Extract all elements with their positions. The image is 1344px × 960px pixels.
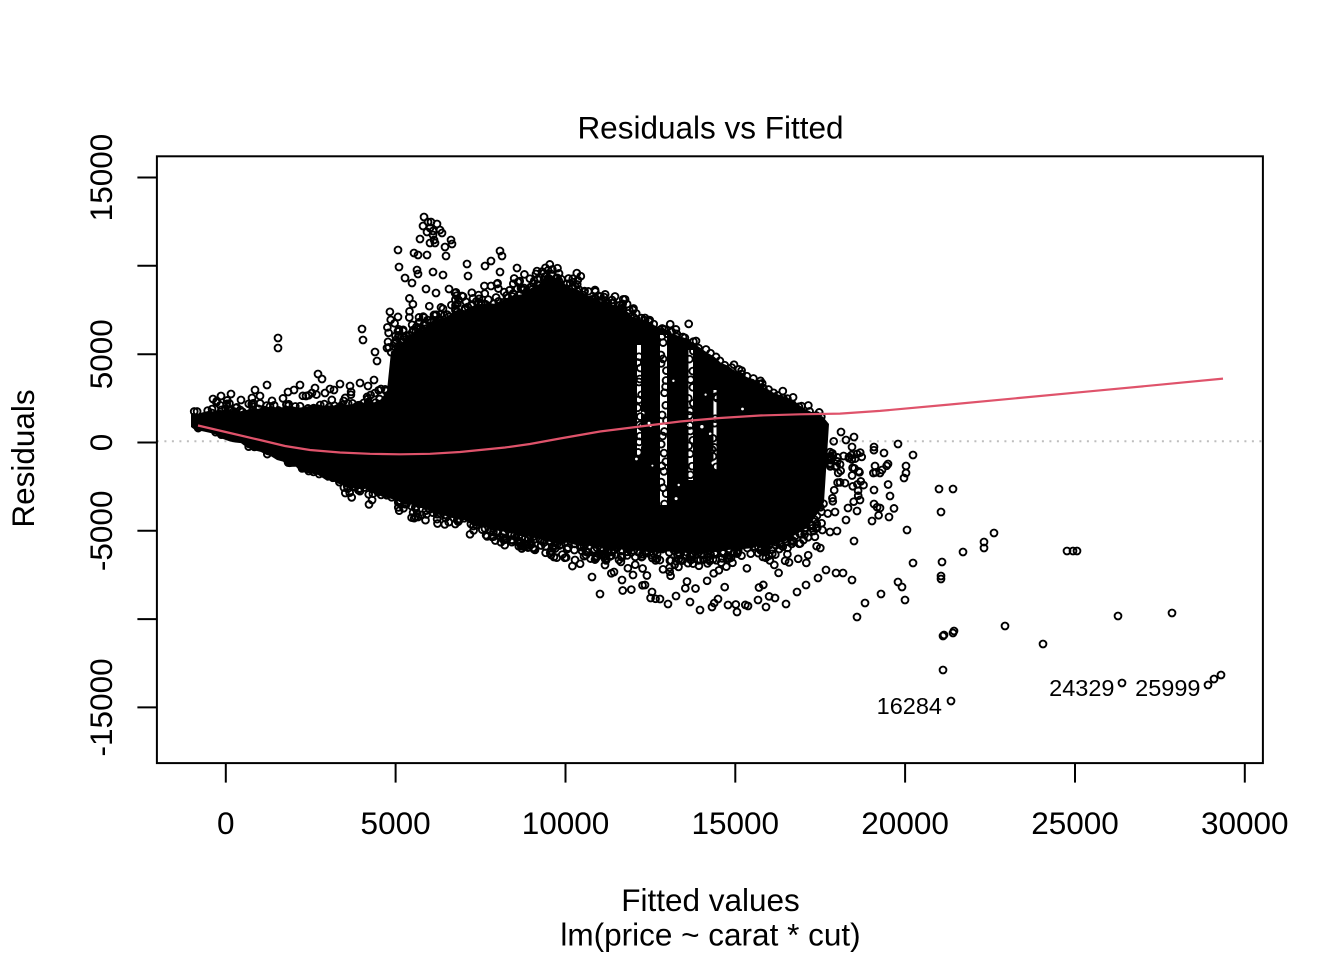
svg-text:24329: 24329 [1049, 675, 1114, 701]
svg-text:Residuals: Residuals [5, 389, 41, 527]
svg-text:-5000: -5000 [83, 491, 119, 572]
svg-text:25000: 25000 [1031, 805, 1119, 841]
svg-text:25999: 25999 [1135, 675, 1200, 701]
svg-text:5000: 5000 [83, 319, 119, 389]
svg-text:lm(price ~ carat * cut): lm(price ~ carat * cut) [560, 916, 860, 952]
svg-text:Fitted values: Fitted values [621, 882, 800, 918]
svg-text:5000: 5000 [361, 805, 431, 841]
svg-text:Residuals vs Fitted: Residuals vs Fitted [577, 109, 843, 145]
svg-text:15000: 15000 [691, 805, 779, 841]
svg-text:-15000: -15000 [83, 658, 119, 756]
svg-text:0: 0 [217, 805, 235, 841]
svg-text:30000: 30000 [1201, 805, 1289, 841]
svg-text:16284: 16284 [877, 693, 942, 719]
svg-text:10000: 10000 [522, 805, 610, 841]
svg-text:0: 0 [83, 434, 119, 452]
svg-text:15000: 15000 [83, 134, 119, 222]
svg-text:20000: 20000 [861, 805, 949, 841]
